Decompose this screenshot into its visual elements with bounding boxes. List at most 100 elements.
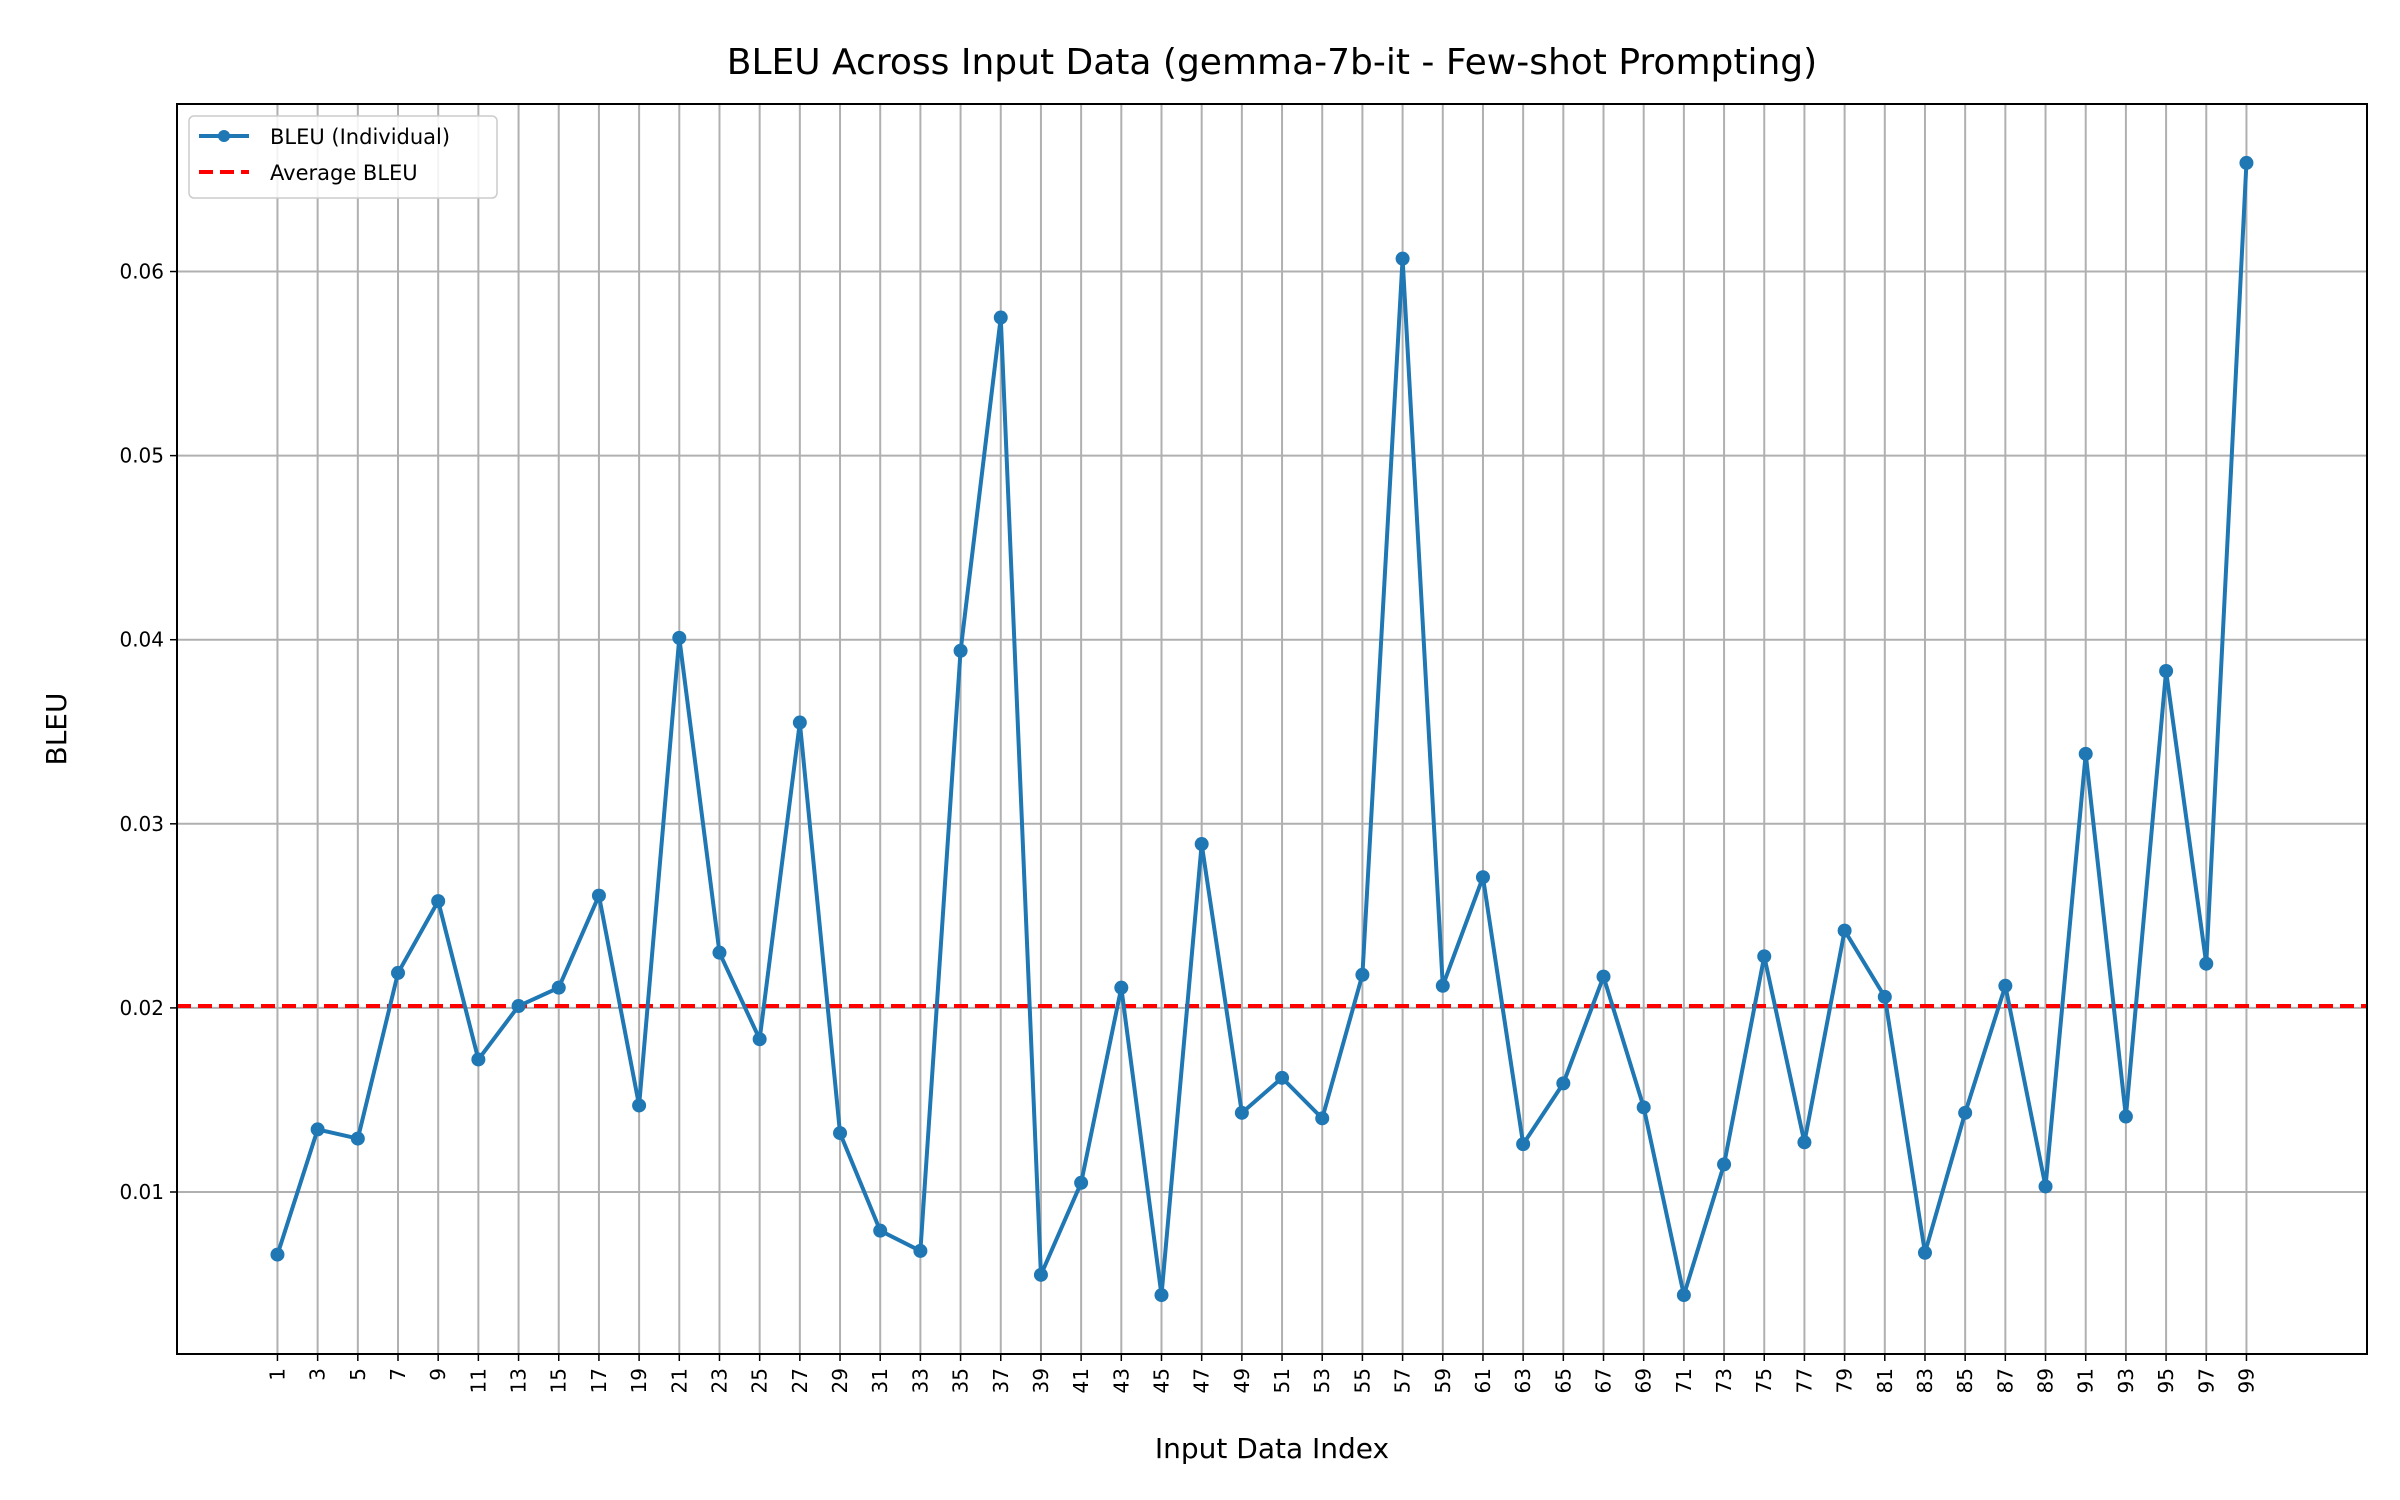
data-point <box>310 1122 325 1137</box>
chart-title: BLEU Across Input Data (gemma-7b-it - Fe… <box>727 42 1817 83</box>
x-tick-label: 87 <box>1993 1368 2017 1393</box>
x-tick-label: 67 <box>1592 1368 1616 1393</box>
x-tick-label: 57 <box>1391 1368 1415 1393</box>
data-point <box>1033 1267 1048 1282</box>
x-tick-label: 3 <box>306 1368 330 1381</box>
data-point <box>913 1243 928 1258</box>
x-tick-label: 51 <box>1270 1368 1294 1393</box>
x-tick-label: 77 <box>1792 1368 1816 1393</box>
x-tick-label: 47 <box>1190 1368 1214 1393</box>
data-point <box>1275 1070 1290 1085</box>
x-tick-label: 23 <box>707 1368 731 1393</box>
data-point <box>471 1052 486 1067</box>
x-tick-label: 95 <box>2154 1368 2178 1393</box>
x-tick-label: 69 <box>1632 1368 1656 1393</box>
data-point <box>1917 1245 1932 1260</box>
legend: BLEU (Individual) Average BLEU <box>188 115 498 199</box>
data-point <box>1998 978 2013 993</box>
data-point <box>551 980 566 995</box>
y-tick-label: 0.03 <box>119 812 164 836</box>
series-line <box>275 162 2249 1298</box>
data-point <box>431 894 446 909</box>
y-tick-label: 0.06 <box>119 260 164 284</box>
x-tick-label: 45 <box>1149 1368 1173 1393</box>
data-point <box>1395 251 1410 266</box>
data-point <box>993 310 1008 325</box>
data-point <box>511 999 526 1014</box>
x-tick-label: 7 <box>386 1368 410 1381</box>
x-tick-label: 15 <box>547 1368 571 1393</box>
x-tick-label: 73 <box>1712 1368 1736 1393</box>
data-point <box>672 630 687 645</box>
x-tick-label: 39 <box>1029 1368 1053 1393</box>
x-tick-label: 21 <box>667 1368 691 1393</box>
legend-series-label: BLEU (Individual) <box>270 125 450 149</box>
x-tick-label: 1 <box>265 1368 289 1381</box>
x-tick-label: 33 <box>908 1368 932 1393</box>
data-point <box>350 1131 365 1146</box>
x-tick-label: 63 <box>1511 1368 1535 1393</box>
data-point <box>1435 978 1450 993</box>
data-point <box>632 1098 647 1113</box>
x-tick-label: 59 <box>1431 1368 1455 1393</box>
data-point <box>1757 949 1772 964</box>
x-tick-label: 19 <box>627 1368 651 1393</box>
x-tick-label: 85 <box>1953 1368 1977 1393</box>
x-tick-label: 89 <box>2034 1368 2058 1393</box>
x-tick-label: 5 <box>346 1368 370 1381</box>
x-tick-label: 81 <box>1873 1368 1897 1393</box>
x-tick-label: 65 <box>1551 1368 1575 1393</box>
data-point <box>712 945 727 960</box>
legend-box <box>188 115 498 199</box>
x-tick-label: 27 <box>788 1368 812 1393</box>
data-point <box>1194 837 1209 852</box>
data-point <box>1074 1175 1089 1190</box>
data-point <box>2199 956 2214 971</box>
data-point <box>1556 1076 1571 1091</box>
x-tick-label: 91 <box>2074 1368 2098 1393</box>
data-point <box>1877 989 1892 1004</box>
data-point <box>2239 155 2254 170</box>
x-tick-label: 99 <box>2234 1368 2258 1393</box>
x-tick-label: 49 <box>1230 1368 1254 1393</box>
data-point <box>1958 1105 1973 1120</box>
data-point <box>2159 664 2174 679</box>
data-point <box>391 965 406 980</box>
x-tick-label: 17 <box>587 1368 611 1393</box>
x-tick-label: 79 <box>1833 1368 1857 1393</box>
x-tick-label: 97 <box>2194 1368 2218 1393</box>
data-point <box>1636 1100 1651 1115</box>
data-point <box>1154 1288 1169 1303</box>
x-tick-label: 83 <box>1913 1368 1937 1393</box>
data-point <box>833 1126 848 1141</box>
data-point <box>591 888 606 903</box>
x-tick-label: 53 <box>1310 1368 1334 1393</box>
x-tick-label: 61 <box>1471 1368 1495 1393</box>
x-tick-label: 35 <box>949 1368 973 1393</box>
x-tick-label: 37 <box>989 1368 1013 1393</box>
x-tick-label: 13 <box>507 1368 531 1393</box>
data-point <box>792 715 807 730</box>
data-point <box>2038 1179 2053 1194</box>
x-tick-label: 9 <box>426 1368 450 1381</box>
data-point <box>270 1247 285 1262</box>
y-tick-label: 0.02 <box>119 996 164 1020</box>
data-point <box>1717 1157 1732 1172</box>
y-axis-label: BLEU <box>40 693 73 766</box>
x-tick-label: 43 <box>1109 1368 1133 1393</box>
x-tick-label: 71 <box>1672 1368 1696 1393</box>
series-layer <box>270 155 2254 1303</box>
data-point <box>2118 1109 2133 1124</box>
y-tick-label: 0.04 <box>119 628 164 652</box>
data-point <box>1596 969 1611 984</box>
y-ticks: 0.01 0.02 0.03 0.04 0.05 0.06 <box>119 260 177 1204</box>
data-point <box>953 643 968 658</box>
x-tick-label: 31 <box>868 1368 892 1393</box>
legend-average-label: Average BLEU <box>270 161 418 185</box>
legend-series-marker <box>218 130 230 142</box>
y-tick-label: 0.01 <box>119 1180 164 1204</box>
data-point <box>1114 980 1129 995</box>
x-ticks: 1 3 5 7 9 11 13 15 17 19 21 23 25 27 29 31 33 35 37 39 41 43 4… <box>265 1354 2258 1393</box>
data-point <box>873 1223 888 1238</box>
